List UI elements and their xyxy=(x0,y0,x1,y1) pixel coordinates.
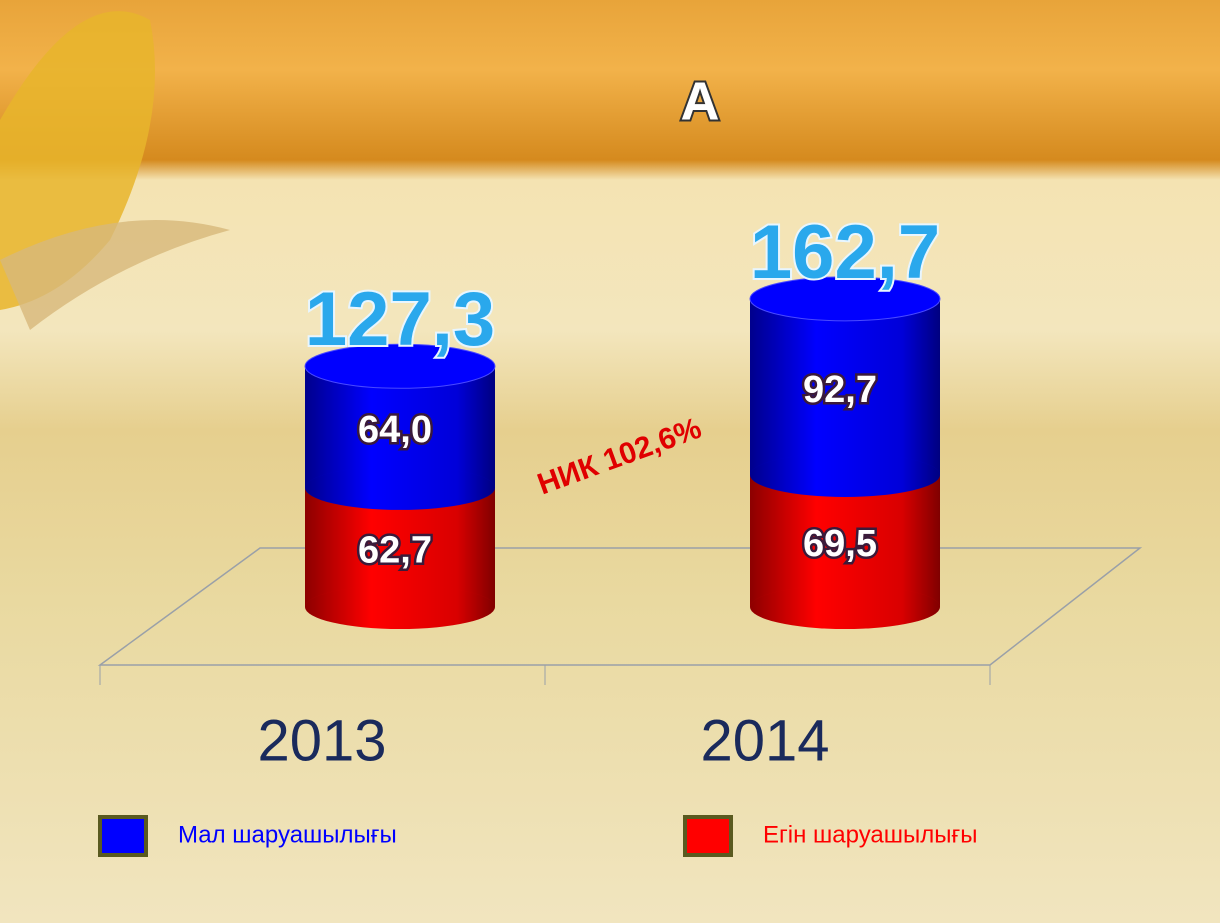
total-label: 162,7 xyxy=(750,210,940,295)
legend-swatch xyxy=(100,817,146,855)
bar-bottom-shade xyxy=(305,466,495,510)
legend-label: Егін шаруашылығы xyxy=(763,821,978,848)
bar-bottom-shade xyxy=(750,585,940,629)
legend-swatch xyxy=(685,817,731,855)
floor xyxy=(100,548,1140,665)
total-label: 127,3 xyxy=(305,277,495,362)
legend-label: Мал шаруашылығы xyxy=(178,821,397,848)
chart: А НИК 102,6% 62,7 64,0 127,3 2013 69,5 92,7 16… xyxy=(0,0,1220,923)
value-label: 92,7 xyxy=(803,369,877,411)
bar-bottom-shade xyxy=(750,453,940,497)
bar-bottom-shade xyxy=(305,585,495,629)
x-tick-label: 2013 xyxy=(257,708,386,773)
chart-title: А xyxy=(681,71,720,131)
annotation: НИК 102,6% xyxy=(533,412,706,502)
x-tick-label: 2014 xyxy=(700,708,829,773)
corn-decoration xyxy=(0,11,230,330)
value-label: 69,5 xyxy=(803,523,877,565)
value-label: 64,0 xyxy=(358,409,432,451)
value-label: 62,7 xyxy=(358,529,432,571)
